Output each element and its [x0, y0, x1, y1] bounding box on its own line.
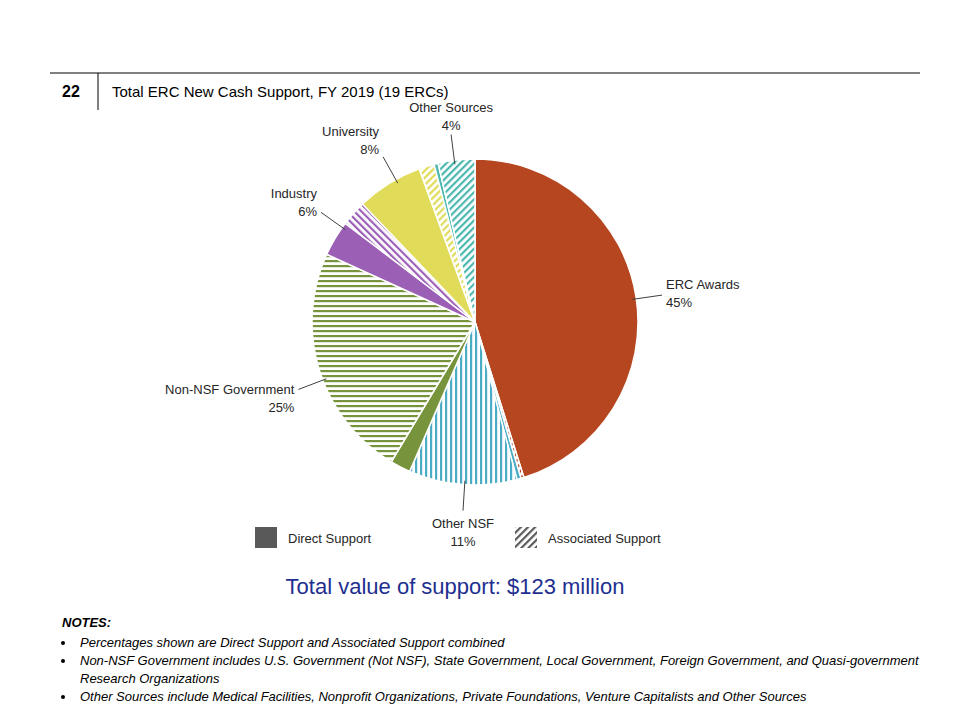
- slice-associated: [438, 159, 475, 322]
- notes-heading: NOTES:: [62, 614, 942, 632]
- leader-line: [451, 135, 455, 165]
- value-label: 6%: [298, 204, 317, 219]
- leader-line: [321, 212, 345, 229]
- leader-line: [383, 157, 398, 183]
- value-label: 8%: [360, 142, 379, 157]
- legend-label: Associated Support: [548, 531, 661, 546]
- category-label: Other Sources: [409, 100, 493, 115]
- chart-title: Total ERC New Cash Support, FY 2019 (19 …: [112, 83, 449, 100]
- value-label: 45%: [666, 295, 692, 310]
- note-item: Other Sources include Medical Facilities…: [76, 688, 942, 706]
- slide-number: 22: [62, 83, 80, 100]
- legend-swatch: [255, 527, 277, 548]
- data-labels: ERC Awards 45% Other NSF 11% Non-NSF Governm…: [165, 100, 740, 549]
- chart-canvas: 22 Total ERC New Cash Support, FY 2019 (1…: [0, 0, 960, 720]
- legend-swatch: [515, 527, 537, 548]
- notes-list: Percentages shown are Direct Support and…: [62, 634, 942, 706]
- value-label: 25%: [268, 400, 294, 415]
- value-label: 11%: [450, 534, 475, 549]
- category-label: ERC Awards: [666, 277, 740, 292]
- legend: Direct Support Associated Support: [255, 527, 661, 548]
- legend-label: Direct Support: [288, 531, 371, 546]
- category-label: Industry: [271, 186, 318, 201]
- note-item: Percentages shown are Direct Support and…: [76, 634, 942, 652]
- note-item: Non-NSF Government includes U.S. Governm…: [76, 652, 942, 688]
- category-label: University: [322, 124, 380, 139]
- leader-line: [632, 295, 662, 299]
- category-label: Other NSF: [432, 516, 494, 531]
- leader-line: [463, 481, 465, 511]
- header-rule: [50, 73, 920, 74]
- notes: NOTES: Percentages shown are Direct Suppo…: [62, 614, 942, 706]
- leader-line: [298, 379, 326, 390]
- pie: [312, 159, 638, 485]
- header-separator: [98, 73, 99, 110]
- category-label: Non-NSF Government: [165, 382, 295, 397]
- subtitle: Total value of support: $123 million: [286, 574, 625, 599]
- value-label: 4%: [442, 118, 461, 133]
